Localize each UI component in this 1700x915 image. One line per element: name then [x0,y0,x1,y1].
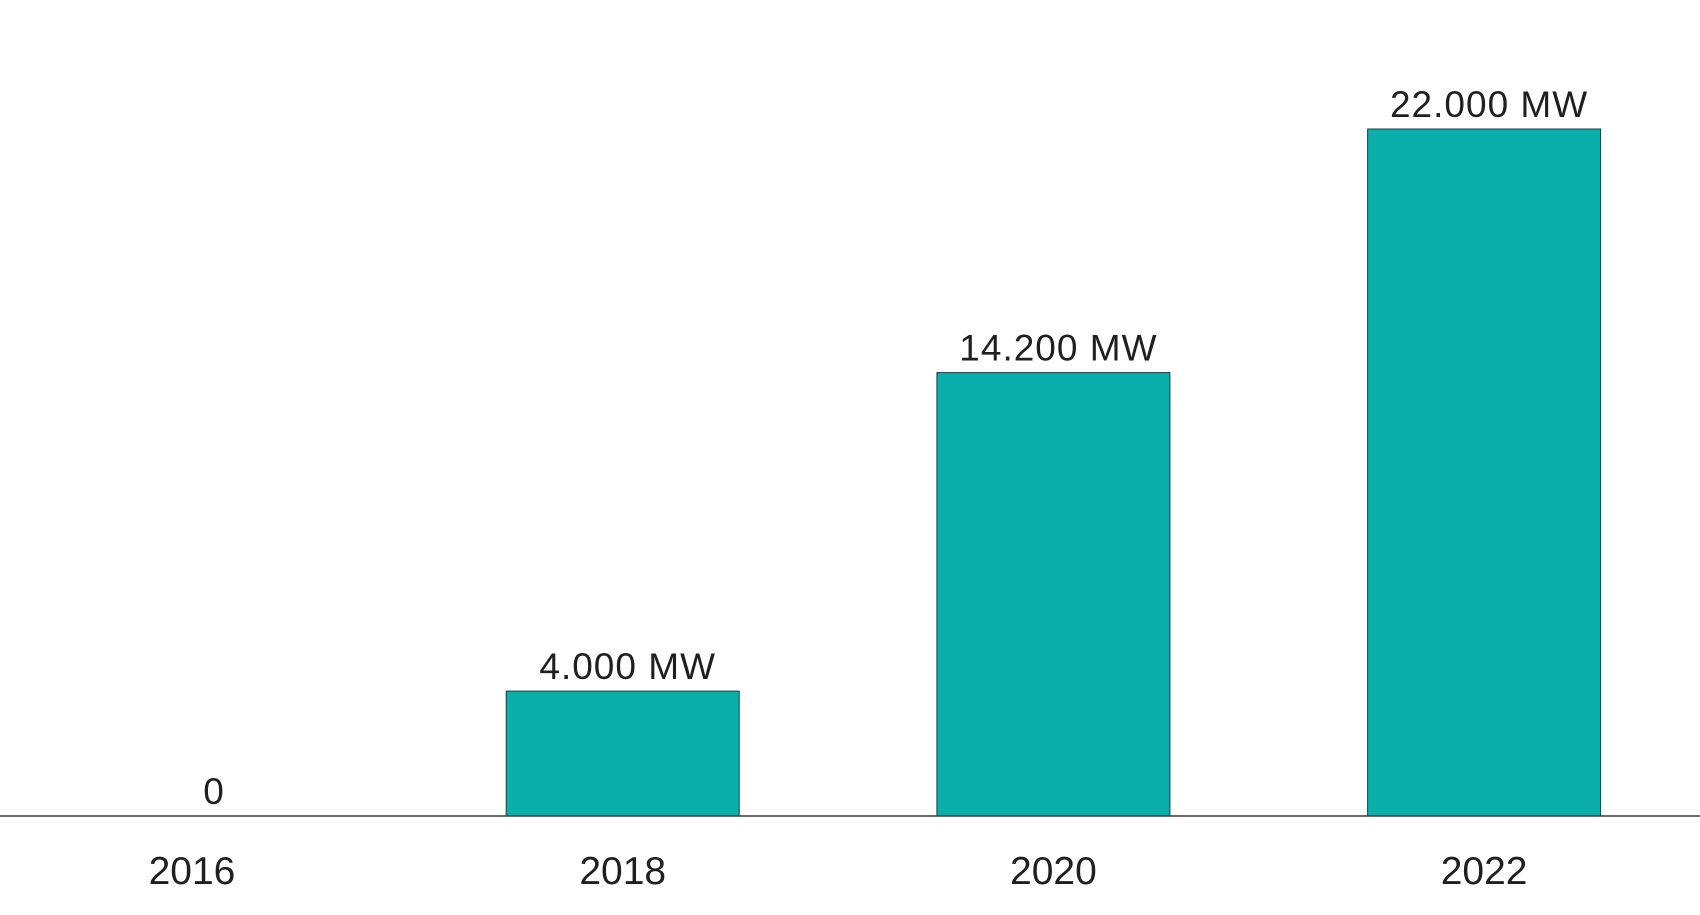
x-tick-label: 2020 [1010,850,1097,893]
bar [936,372,1171,817]
x-tick-label: 2016 [149,850,236,893]
value-label: 0 [203,771,225,812]
x-tick-label: 2018 [579,850,666,893]
value-label: 4.000 MW [539,646,716,687]
x-tick-label: 2022 [1441,850,1528,893]
bar [1367,128,1602,817]
value-label: 14.200 MW [959,328,1157,369]
value-label: 22.000 MW [1390,84,1588,125]
bar [505,690,740,817]
